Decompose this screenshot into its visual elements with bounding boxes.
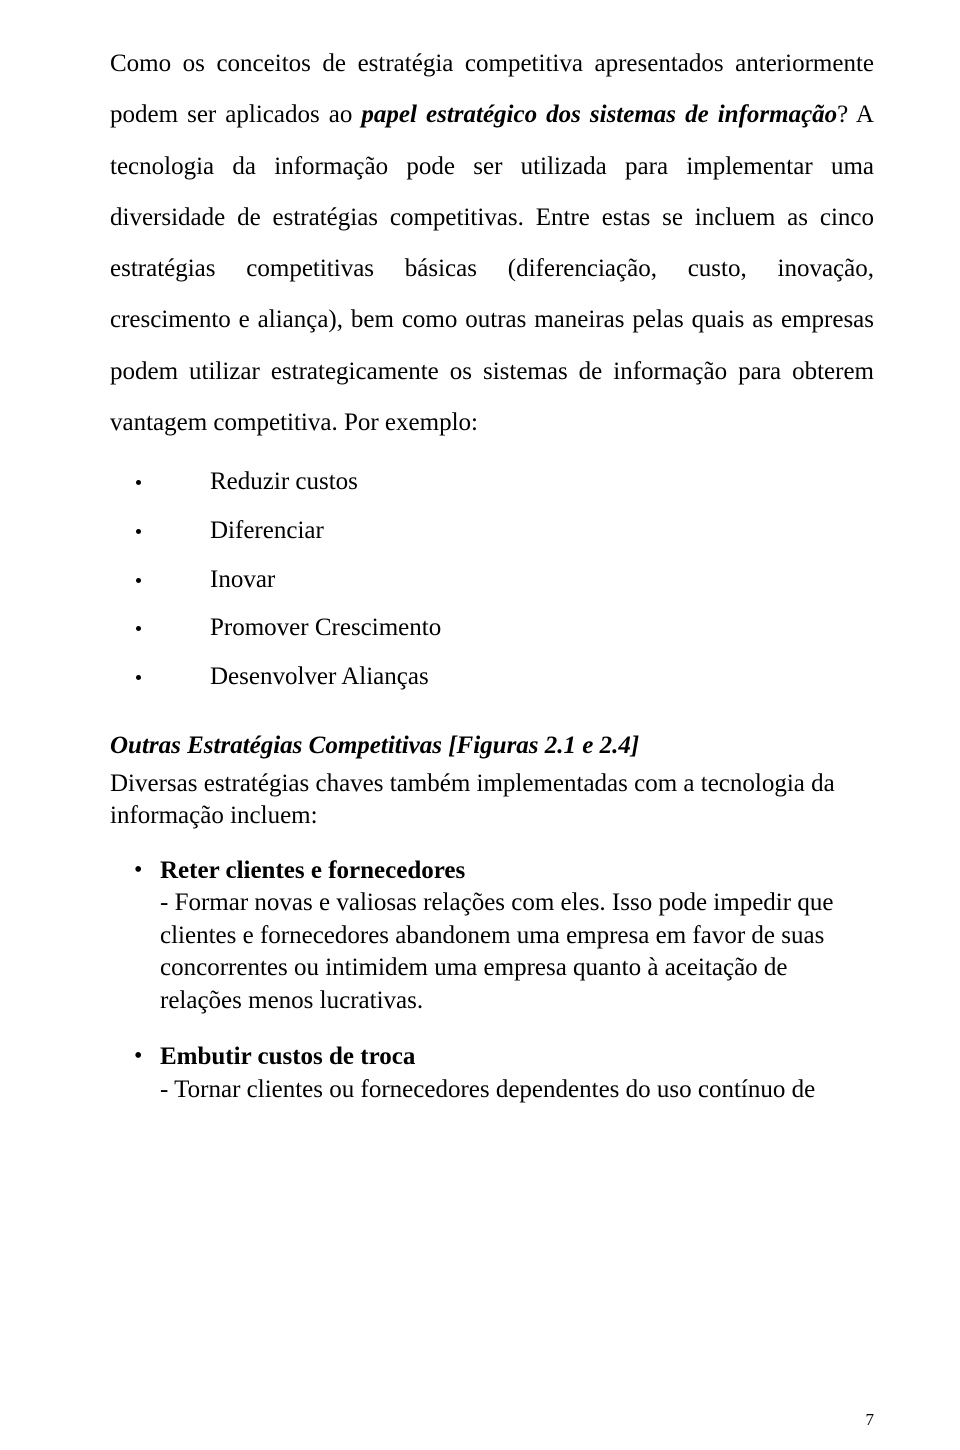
para-run2-emphasis: papel estratégico dos sistemas de inform… (361, 101, 837, 128)
list-item-label: Reduzir custos (210, 468, 358, 495)
subheading-other-strategies: Outras Estratégias Competitivas [Figuras… (110, 732, 874, 760)
list-item: Diferenciar (110, 507, 874, 556)
bullet-body: - Tornar clientes ou fornecedores depend… (160, 1074, 874, 1107)
page-number: 7 (866, 1410, 875, 1430)
bullet-body: - Formar novas e valiosas relações com e… (160, 887, 874, 1017)
paragraph-main: Como os conceitos de estratégia competit… (110, 38, 874, 448)
list-item-label: Desenvolver Alianças (210, 663, 429, 690)
list-item-label: Inovar (210, 566, 275, 593)
intro-line: Diversas estratégias chaves também imple… (110, 768, 874, 833)
example-list: Reduzir custos Diferenciar Inovar Promov… (110, 458, 874, 702)
bullet-title: Reter clientes e fornecedores (160, 855, 874, 888)
list-item-label: Diferenciar (210, 517, 324, 544)
page-container: Como os conceitos de estratégia competit… (0, 0, 960, 1450)
para-run3: ? A tecnologia da informação pode ser ut… (110, 101, 874, 436)
list-item: Promover Crescimento (110, 604, 874, 653)
list-item-label: Promover Crescimento (210, 614, 441, 641)
strategy-bullets: Reter clientes e fornecedores - Formar n… (110, 855, 874, 1107)
list-item: Embutir custos de troca - Tornar cliente… (110, 1041, 874, 1106)
list-item: Desenvolver Alianças (110, 653, 874, 702)
list-item: Inovar (110, 556, 874, 605)
list-item: Reduzir custos (110, 458, 874, 507)
list-item: Reter clientes e fornecedores - Formar n… (110, 855, 874, 1018)
page-content: Como os conceitos de estratégia competit… (0, 0, 960, 1180)
bullet-title: Embutir custos de troca (160, 1041, 874, 1074)
